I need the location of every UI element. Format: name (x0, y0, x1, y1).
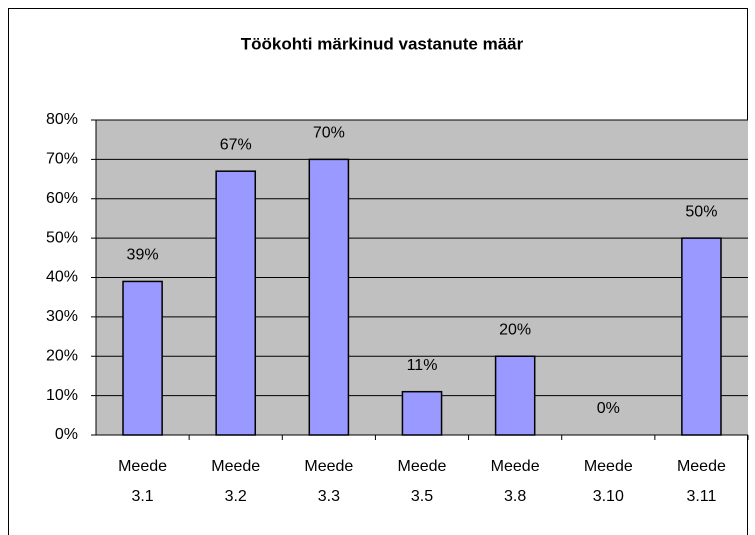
chart-title: Töökohti märkinud vastanute määr (241, 34, 524, 53)
x-tick-label: Meede 3.11 (676, 458, 726, 505)
x-tick-label: Meede 3.2 (211, 458, 261, 505)
bar (681, 237, 722, 436)
y-tick-label: 10% (46, 387, 78, 404)
bar (215, 170, 257, 436)
y-tick-label: 30% (46, 308, 78, 325)
bar (401, 390, 443, 436)
bar (494, 355, 536, 436)
value-label: 67% (220, 136, 252, 153)
value-label: 20% (499, 321, 531, 338)
y-tick-label: 20% (46, 347, 78, 364)
x-tick-label: Meede 3.5 (397, 458, 447, 505)
x-tick-label: Meede 3.10 (583, 458, 633, 505)
x-tick-label: Meede 3.8 (490, 458, 540, 505)
y-tick-label: 60% (46, 190, 78, 207)
y-tick-label: 70% (46, 151, 78, 168)
bar (122, 280, 163, 436)
value-label: 50% (685, 203, 717, 220)
value-label: 39% (127, 247, 159, 264)
value-label: 11% (407, 357, 438, 374)
value-label: 70% (313, 125, 345, 142)
y-tick-label: 50% (46, 229, 78, 246)
bar (308, 158, 350, 436)
x-tick-label: Meede 3.3 (304, 458, 354, 505)
y-tick-label: 0% (55, 426, 78, 443)
y-tick-label: 80% (46, 111, 78, 128)
value-label: 0% (597, 400, 620, 417)
x-tick-label: Meede 3.1 (118, 458, 168, 505)
y-tick-label: 40% (46, 269, 78, 286)
